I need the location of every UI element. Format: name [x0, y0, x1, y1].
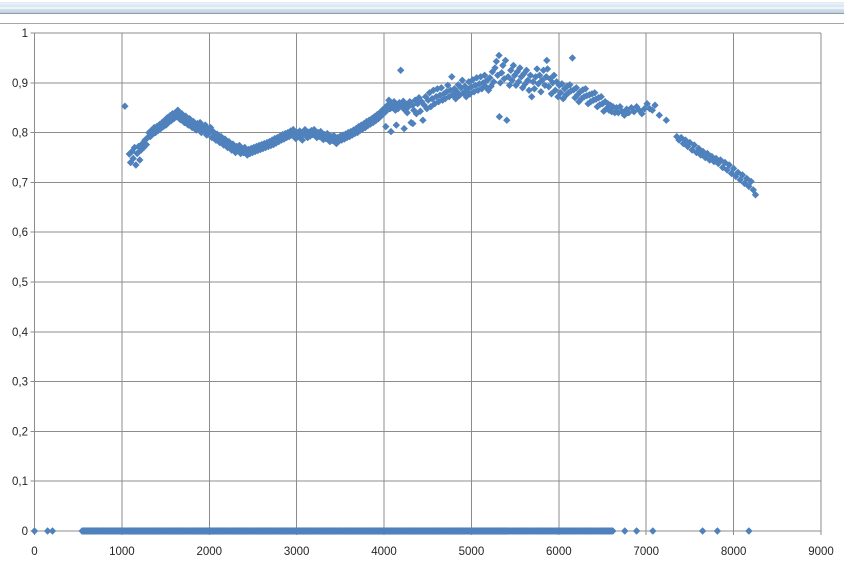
svg-text:0,9: 0,9: [12, 78, 28, 90]
svg-text:0,6: 0,6: [12, 227, 28, 239]
chrome-divider-line: [0, 13, 844, 14]
svg-text:0,3: 0,3: [12, 377, 28, 389]
svg-text:5000: 5000: [459, 546, 485, 558]
scatter-series-upper-band: [121, 51, 760, 199]
svg-text:0,8: 0,8: [12, 128, 28, 140]
svg-text:3000: 3000: [284, 546, 310, 558]
svg-text:7000: 7000: [633, 546, 659, 558]
svg-text:0: 0: [31, 546, 37, 558]
window-chrome-stripe: [0, 2, 844, 14]
svg-text:6000: 6000: [546, 546, 572, 558]
svg-text:0,1: 0,1: [12, 476, 28, 488]
svg-text:1: 1: [22, 28, 28, 40]
x-axis-tick-labels: 0 1000 2000 3000 4000 5000 6000 7000 8000 9000: [31, 546, 834, 558]
svg-text:4000: 4000: [371, 546, 397, 558]
scatter-series-zero-band: [30, 527, 753, 535]
svg-text:0,2: 0,2: [12, 426, 28, 438]
svg-text:0,4: 0,4: [12, 327, 29, 339]
y-axis-tick-labels: 0 0,1 0,2 0,3 0,4 0,5 0,6 0,7 0,8 0,9 1: [12, 28, 29, 538]
svg-text:1000: 1000: [109, 546, 135, 558]
svg-text:0,5: 0,5: [12, 277, 28, 289]
svg-text:9000: 9000: [808, 546, 834, 558]
svg-text:2000: 2000: [196, 546, 222, 558]
svg-text:0: 0: [22, 526, 28, 538]
chart-area-top-border: [0, 23, 844, 24]
svg-text:8000: 8000: [721, 546, 747, 558]
svg-text:0,7: 0,7: [12, 177, 28, 189]
